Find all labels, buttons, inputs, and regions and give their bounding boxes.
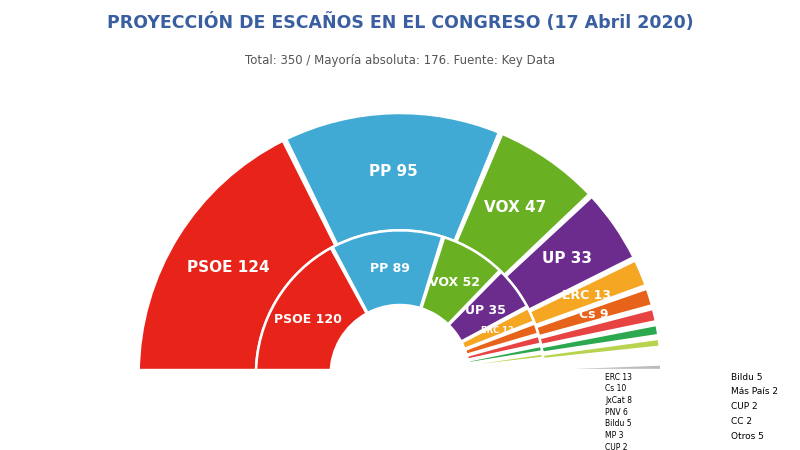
Wedge shape [470,369,544,374]
Text: Total: 350 / Mayoría absoluta: 176. Fuente: Key Data: Total: 350 / Mayoría absoluta: 176. Fuen… [245,54,555,67]
Wedge shape [468,346,542,363]
Text: Bildu 5: Bildu 5 [730,373,762,382]
Text: PP 95: PP 95 [370,164,418,179]
Text: JxCat 8: JxCat 8 [606,396,632,405]
Wedge shape [539,309,656,345]
Text: Cs 9: Cs 9 [579,308,608,321]
Wedge shape [462,308,534,349]
Text: UP 33: UP 33 [542,252,591,266]
Text: ERC 13: ERC 13 [606,373,632,382]
Circle shape [334,308,466,441]
Text: Otros 5: Otros 5 [730,432,763,441]
Wedge shape [422,237,500,324]
Wedge shape [449,272,527,342]
Text: CUP 2: CUP 2 [730,402,758,411]
Wedge shape [544,355,661,364]
Text: MP 3: MP 3 [606,431,624,440]
Text: PNV 6: PNV 6 [606,408,628,417]
Wedge shape [466,336,541,360]
Wedge shape [470,366,544,371]
Wedge shape [465,324,538,355]
Bar [0,369,800,450]
Text: CC 2: CC 2 [730,417,752,426]
Text: Más País 2: Más País 2 [730,387,778,396]
Wedge shape [544,360,661,367]
Text: Bildu 5: Bildu 5 [606,419,632,428]
Text: ERC 13: ERC 13 [481,326,514,335]
Wedge shape [286,113,499,245]
Wedge shape [506,197,634,310]
Wedge shape [469,353,543,366]
Text: CUP 2: CUP 2 [606,443,628,450]
Text: VOX 52: VOX 52 [430,276,480,289]
Wedge shape [333,230,442,313]
Wedge shape [542,325,658,353]
Text: PSOE 124: PSOE 124 [186,260,270,275]
Text: PP 89: PP 89 [370,261,410,274]
Text: ERC 13: ERC 13 [562,289,611,302]
Text: UP 35: UP 35 [465,304,506,317]
Text: Cs 10: Cs 10 [606,384,626,393]
Wedge shape [469,360,543,368]
Wedge shape [469,364,544,369]
Wedge shape [456,134,590,275]
Wedge shape [256,248,366,374]
Wedge shape [536,288,652,336]
Text: PROYECCIÓN DE ESCAÑOS EN EL CONGRESO (17 Abril 2020): PROYECCIÓN DE ESCAÑOS EN EL CONGRESO (17… [106,14,694,32]
Wedge shape [544,364,662,373]
Wedge shape [530,261,646,325]
Text: PSOE 120: PSOE 120 [274,313,342,326]
Wedge shape [543,351,660,362]
Wedge shape [138,141,335,373]
Wedge shape [542,339,660,359]
Text: VOX 47: VOX 47 [484,200,546,215]
